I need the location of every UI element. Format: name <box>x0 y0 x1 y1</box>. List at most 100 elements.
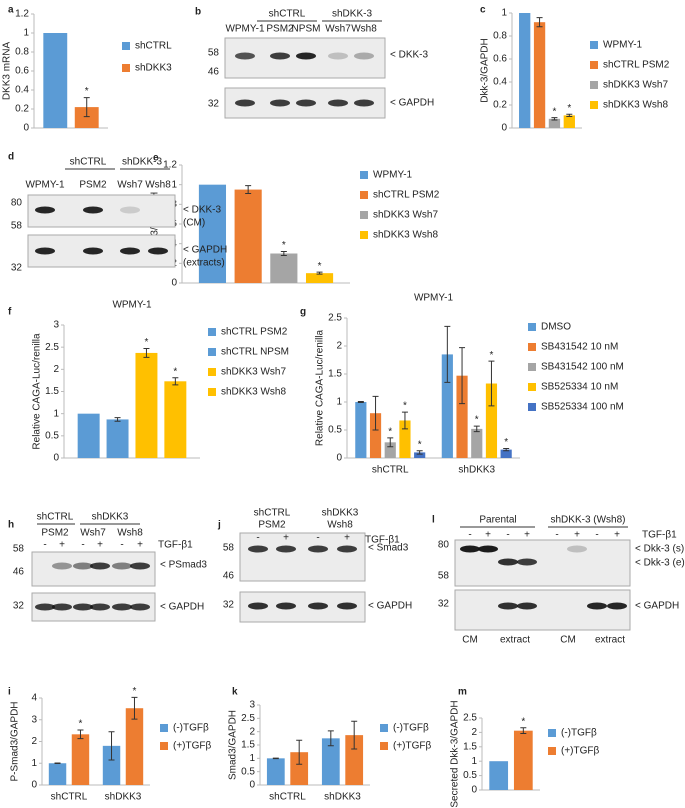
blot-band <box>308 602 328 610</box>
blot-band <box>35 603 55 611</box>
blot-band <box>270 99 290 107</box>
mw-marker: 32 <box>13 601 25 612</box>
error-bar <box>536 17 543 28</box>
y-tick-label: 0 <box>23 123 29 134</box>
treatment-sign: + <box>97 540 103 551</box>
y-tick-label: 1 <box>249 753 255 764</box>
treatment-sign: + <box>137 540 143 551</box>
panel-label: k <box>232 687 238 698</box>
group-label: shDKK-3 (Wsh8) <box>550 515 625 526</box>
mw-marker: 80 <box>438 540 450 551</box>
error-bar <box>459 347 466 405</box>
legend-swatch <box>380 742 388 750</box>
blot-band <box>308 545 328 553</box>
panel-label: m <box>458 687 467 698</box>
error-bar <box>83 97 90 118</box>
legend-label: shCTRL PSM2 <box>373 190 440 201</box>
treatment-sign: + <box>283 533 289 544</box>
blot-band <box>120 247 140 255</box>
fraction-label: CM <box>462 635 478 646</box>
panel-label: e <box>153 153 159 164</box>
panel-label: h <box>8 520 14 531</box>
legend-label: shDKK3 Wsh7 <box>221 367 286 378</box>
treatment-sign: - <box>506 530 509 541</box>
mw-marker: 32 <box>223 600 235 611</box>
panel-label: l <box>432 515 435 526</box>
blot-membrane <box>454 589 631 631</box>
bar <box>485 383 498 458</box>
legend-label: WPMY-1 <box>373 170 413 181</box>
legend-label: WPMY-1 <box>603 40 643 51</box>
error-bar <box>108 731 115 761</box>
legend-swatch <box>360 211 368 219</box>
bar <box>384 442 396 458</box>
x-tick-label: shCTRL <box>51 792 88 803</box>
bar <box>513 730 533 790</box>
error-bar <box>351 720 358 750</box>
blot-band <box>607 602 627 610</box>
band-label: < Dkk-3 (s) <box>635 544 684 555</box>
y-tick-label: 2 <box>31 736 37 747</box>
error-bar <box>272 757 279 760</box>
y-tick-label: 0 <box>501 123 507 134</box>
legend-label: DMSO <box>541 322 571 333</box>
y-tick-label: 1.5 <box>241 740 255 751</box>
y-tick-label: 0.2 <box>493 100 507 111</box>
blot-band <box>296 52 316 60</box>
bar <box>43 33 68 128</box>
chart-title: WPMY-1 <box>112 300 152 311</box>
legend-label: shDKK3 Wsh7 <box>603 80 668 91</box>
x-tick-label: shCTRL <box>372 465 409 476</box>
group-label: shCTRL <box>70 157 107 168</box>
y-axis-label: Relative CAGA-Luc/renilla <box>32 333 43 450</box>
mw-marker: 32 <box>11 263 23 274</box>
blot-band <box>478 545 498 553</box>
bar <box>345 735 364 785</box>
y-tick-label: 1 <box>171 179 177 190</box>
mw-marker: 58 <box>13 544 25 555</box>
blot-band <box>130 603 150 611</box>
group-label: Parental <box>479 515 516 526</box>
legend-label: shDKK3 Wsh8 <box>221 387 286 398</box>
bar <box>305 273 334 283</box>
bar <box>321 738 340 785</box>
treatment-sign: + <box>524 530 530 541</box>
treatment-sign: - <box>468 530 471 541</box>
bar <box>77 413 100 458</box>
y-tick-label: 1 <box>501 8 507 19</box>
significance-star: * <box>282 240 286 251</box>
bar <box>48 763 67 785</box>
band-label: < Smad3 <box>368 543 409 554</box>
y-tick-label: 1.5 <box>463 741 477 752</box>
error-bar <box>387 437 394 448</box>
error-bar <box>296 739 303 765</box>
legend-swatch <box>208 368 216 376</box>
legend-label: (-)TGFβ <box>561 728 597 739</box>
legend-swatch <box>528 403 536 411</box>
bar <box>471 428 483 458</box>
lane-label: Wsh8 <box>351 24 377 35</box>
band-label: < PSmad3 <box>160 560 207 571</box>
mw-marker: 46 <box>223 571 235 582</box>
lane-label: PSM2 <box>79 180 107 191</box>
panel-label: g <box>300 307 306 318</box>
legend-swatch <box>528 383 536 391</box>
significance-star: * <box>133 686 137 697</box>
legend-label: shDKK3 <box>135 63 172 74</box>
blot-band <box>354 52 374 60</box>
error-bar <box>114 417 121 422</box>
treatment-label: TGF-β1 <box>365 535 400 546</box>
group-label: shDKK3 <box>92 512 129 523</box>
panel-label: b <box>195 7 201 18</box>
blot-band <box>73 603 93 611</box>
y-tick-label: 1 <box>471 756 477 767</box>
significance-star: * <box>475 415 479 426</box>
treatment-sign: + <box>59 540 65 551</box>
blot-band <box>517 558 537 566</box>
error-bar <box>401 411 408 430</box>
y-axis-label: Smad3/GAPDH <box>228 710 239 780</box>
fraction-label: extract <box>595 635 625 646</box>
y-tick-label: 0.8 <box>15 47 29 58</box>
error-bar <box>566 113 573 117</box>
treatment-sign: + <box>485 530 491 541</box>
